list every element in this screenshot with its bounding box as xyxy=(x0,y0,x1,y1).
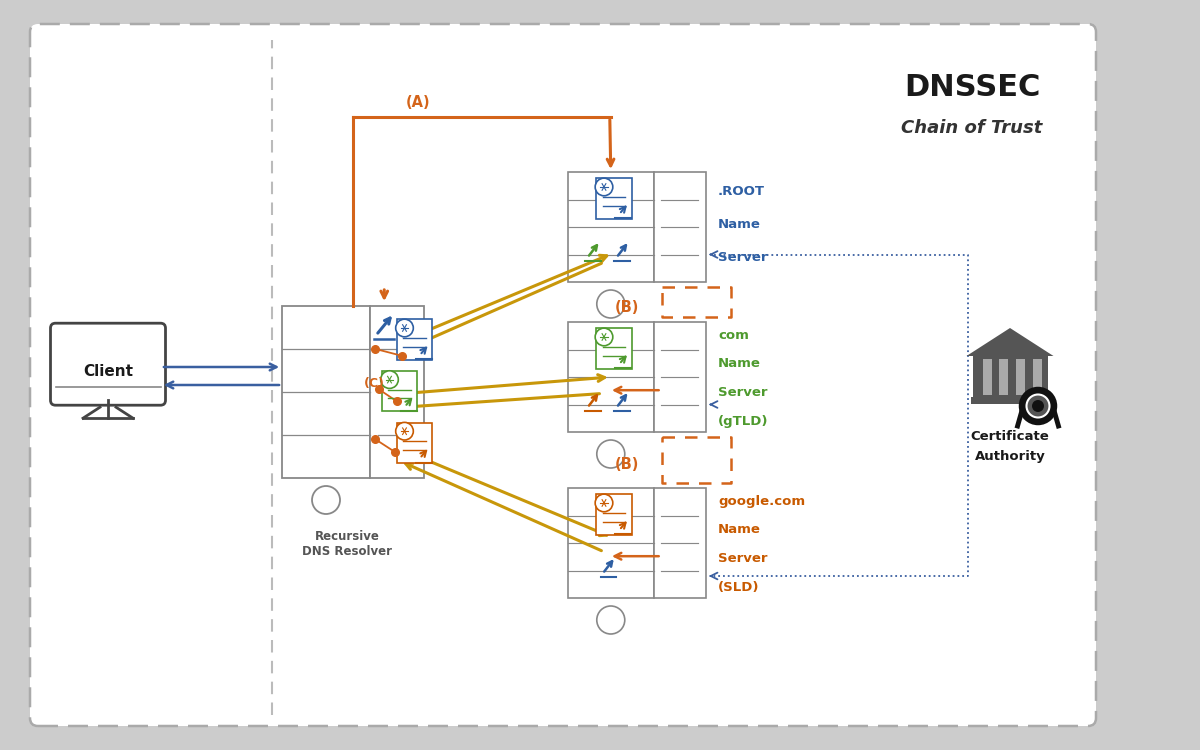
Circle shape xyxy=(596,606,625,634)
Text: Name: Name xyxy=(718,357,761,370)
FancyBboxPatch shape xyxy=(971,397,1050,404)
Circle shape xyxy=(396,422,413,440)
Circle shape xyxy=(1032,400,1044,412)
Text: google.com: google.com xyxy=(718,495,805,508)
Text: Server: Server xyxy=(718,251,768,264)
Text: DNSSEC: DNSSEC xyxy=(904,74,1040,103)
FancyBboxPatch shape xyxy=(568,172,654,282)
FancyBboxPatch shape xyxy=(1000,359,1008,395)
Text: .ROOT: .ROOT xyxy=(718,185,766,198)
Circle shape xyxy=(312,486,340,514)
Text: Recursive
DNS Resolver: Recursive DNS Resolver xyxy=(302,530,392,558)
FancyBboxPatch shape xyxy=(382,371,418,411)
FancyBboxPatch shape xyxy=(596,328,631,369)
Text: Server: Server xyxy=(718,552,768,565)
Text: Name: Name xyxy=(718,218,761,231)
Text: (A): (A) xyxy=(406,95,431,110)
Circle shape xyxy=(595,178,613,196)
FancyBboxPatch shape xyxy=(596,178,631,219)
Text: Name: Name xyxy=(718,524,761,536)
FancyBboxPatch shape xyxy=(972,356,1048,398)
Circle shape xyxy=(380,370,398,388)
FancyBboxPatch shape xyxy=(397,422,432,463)
FancyBboxPatch shape xyxy=(1032,359,1042,395)
Circle shape xyxy=(596,440,625,468)
Text: (B): (B) xyxy=(614,299,638,314)
Text: (SLD): (SLD) xyxy=(718,580,760,593)
Circle shape xyxy=(596,290,625,318)
Circle shape xyxy=(1026,394,1050,418)
FancyBboxPatch shape xyxy=(30,24,1096,726)
Circle shape xyxy=(396,320,413,337)
Circle shape xyxy=(595,328,613,346)
Polygon shape xyxy=(966,328,1054,356)
FancyBboxPatch shape xyxy=(596,494,631,535)
Text: Certificate: Certificate xyxy=(971,430,1049,443)
FancyBboxPatch shape xyxy=(983,359,991,395)
Text: com: com xyxy=(718,328,749,342)
FancyBboxPatch shape xyxy=(654,172,706,282)
Text: (B): (B) xyxy=(614,458,638,472)
Circle shape xyxy=(595,494,613,512)
Text: Server: Server xyxy=(718,386,768,399)
FancyBboxPatch shape xyxy=(397,320,432,360)
Text: Chain of Trust: Chain of Trust xyxy=(901,119,1043,137)
FancyBboxPatch shape xyxy=(370,306,424,478)
Circle shape xyxy=(1020,388,1056,424)
FancyBboxPatch shape xyxy=(654,322,706,432)
FancyBboxPatch shape xyxy=(282,306,370,478)
FancyBboxPatch shape xyxy=(654,488,706,598)
Text: Client: Client xyxy=(83,364,133,379)
Text: (gTLD): (gTLD) xyxy=(718,415,768,428)
Text: (C): (C) xyxy=(364,377,385,390)
FancyBboxPatch shape xyxy=(568,322,654,432)
Text: Authority: Authority xyxy=(974,450,1045,463)
FancyBboxPatch shape xyxy=(1016,359,1025,395)
FancyBboxPatch shape xyxy=(50,323,166,405)
FancyBboxPatch shape xyxy=(568,488,654,598)
